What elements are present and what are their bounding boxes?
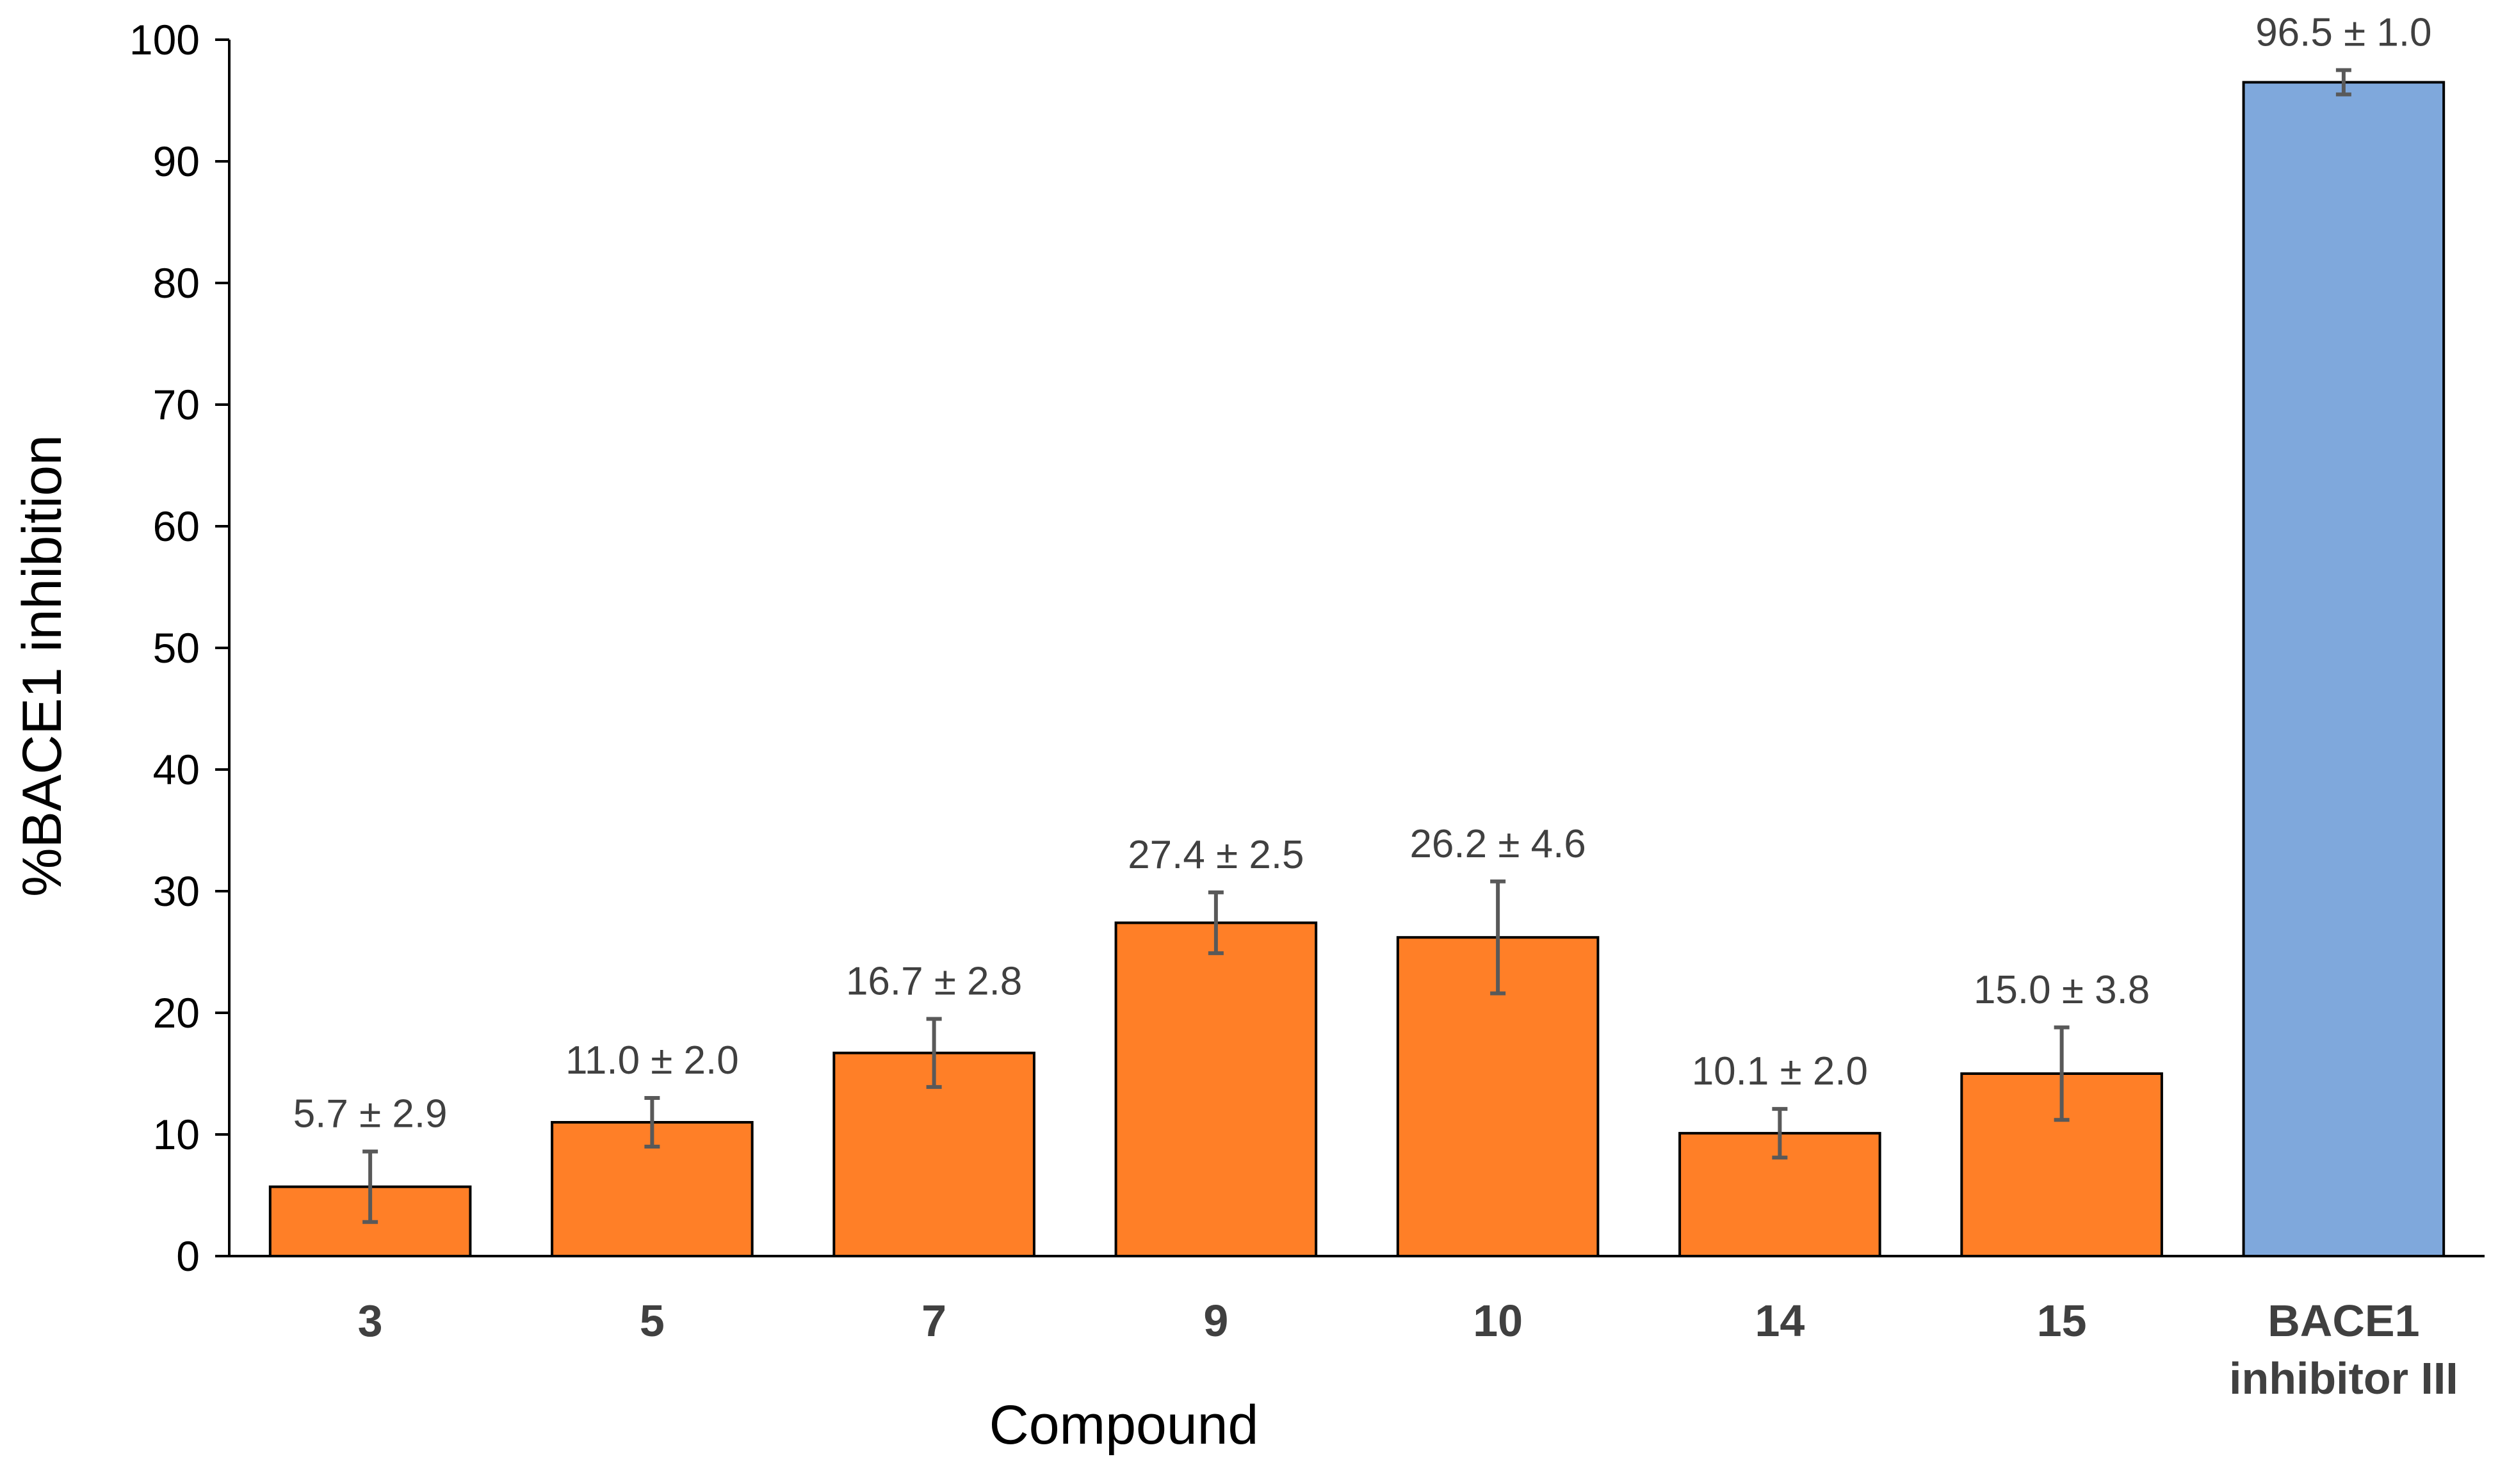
y-tick-label: 10 <box>153 1111 200 1158</box>
data-label: 11.0 ± 2.0 <box>565 1038 739 1083</box>
bar <box>2242 81 2446 1257</box>
y-tick-label: 70 <box>153 381 200 428</box>
x-tick-label: 5 <box>640 1296 665 1346</box>
data-label: 16.7 ± 2.8 <box>846 960 1022 1004</box>
y-tick-label: 100 <box>129 16 200 63</box>
y-tick-label: 60 <box>153 503 200 550</box>
data-label: 15.0 ± 3.8 <box>1974 968 2150 1012</box>
data-label: 26.2 ± 4.6 <box>1409 822 1586 866</box>
y-tick-label: 20 <box>153 989 200 1036</box>
y-axis-title: %BACE1 inhibition <box>12 435 73 897</box>
data-label: 5.7 ± 2.9 <box>293 1092 448 1136</box>
x-tick-label: inhibitor III <box>2229 1353 2458 1403</box>
x-tick-label: BACE1 <box>2268 1296 2419 1346</box>
bar <box>1114 921 1318 1257</box>
x-axis-title: Compound <box>989 1394 1259 1456</box>
x-tick-label: 7 <box>921 1296 946 1346</box>
x-tick-label: 15 <box>2037 1296 2087 1346</box>
x-tick-label: 9 <box>1203 1296 1228 1346</box>
data-label: 10.1 ± 2.0 <box>1692 1049 1868 1093</box>
y-tick-label: 0 <box>176 1232 200 1280</box>
data-label: 96.5 ± 1.0 <box>2255 11 2431 55</box>
y-tick-label: 80 <box>153 259 200 307</box>
y-tick-label: 40 <box>153 746 200 793</box>
x-tick-label: 14 <box>1755 1296 1805 1346</box>
y-tick-label: 50 <box>153 624 200 672</box>
y-tick-label: 30 <box>153 867 200 915</box>
x-tick-label: 10 <box>1473 1296 1523 1346</box>
y-tick-label: 90 <box>153 138 200 185</box>
data-label: 27.4 ± 2.5 <box>1128 833 1304 877</box>
x-tick-label: 3 <box>358 1296 383 1346</box>
